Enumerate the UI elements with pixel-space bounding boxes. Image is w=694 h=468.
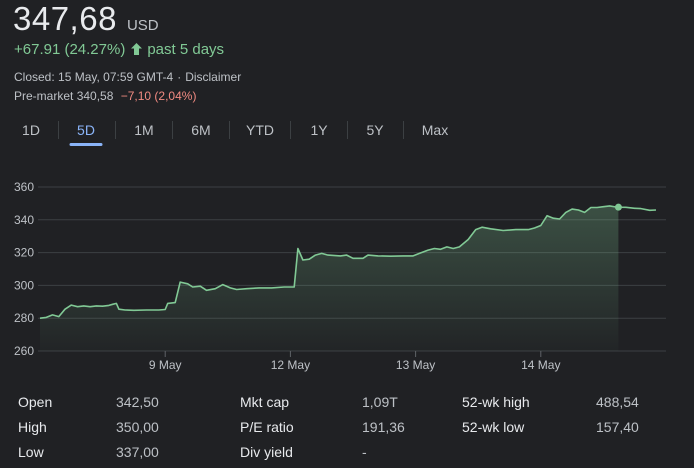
change-value: +67.91 (24.27%): [14, 41, 126, 58]
stat-value-high: 350,00: [116, 419, 159, 435]
tab-divider: [290, 121, 291, 139]
y-tick-label: 320: [14, 246, 34, 260]
tab-5y[interactable]: 5Y: [366, 122, 384, 138]
currency-label: USD: [126, 17, 159, 34]
stat-value-mkt-cap: 1,09T: [362, 394, 398, 410]
arrow-up-icon: [131, 42, 143, 58]
x-axis: 9 May 12 May 13 May 14 May: [149, 351, 560, 372]
premarket-label: Pre-market: [14, 89, 74, 103]
market-status: Closed: 15 May, 07:59 GMT-4 · Disclaimer: [14, 70, 242, 84]
price-chart[interactable]: 360 340 320 300 280 260 9 May 12 May 13 May 14 M…: [0, 170, 694, 380]
stat-value-low: 337,00: [116, 444, 159, 460]
stat-label-52wk-high: 52-wk high: [462, 394, 530, 410]
stat-value-pe-ratio: 191,36: [362, 419, 405, 435]
premarket-change: −7,10 (2,04%): [120, 89, 197, 103]
range-tabs: 1D 5D 1M 6M YTD 1Y 5Y Max: [0, 117, 694, 147]
stat-value-52wk-high: 488,54: [596, 394, 639, 410]
stat-label-low: Low: [18, 444, 44, 460]
tab-6m[interactable]: 6M: [191, 122, 211, 138]
premarket-info: Pre-market 340,58 −7,10 (2,04%): [14, 89, 196, 103]
y-tick-label: 340: [14, 213, 34, 227]
y-tick-label: 300: [14, 278, 34, 292]
stat-label-52wk-low: 52-wk low: [462, 419, 525, 435]
tab-divider: [403, 121, 404, 139]
x-tick-label: 14 May: [521, 358, 560, 372]
x-tick-label: 9 May: [149, 358, 182, 372]
stat-value-open: 342,50: [116, 394, 159, 410]
tab-divider: [347, 121, 348, 139]
change-period: past 5 days: [147, 41, 225, 58]
tab-divider: [172, 121, 173, 139]
tab-max[interactable]: Max: [421, 122, 449, 138]
stat-value-div-yield: -: [362, 444, 367, 460]
stat-label-mkt-cap: Mkt cap: [240, 394, 290, 410]
y-tick-label: 260: [14, 344, 34, 358]
tab-5d[interactable]: 5D: [66, 117, 106, 143]
tab-1m[interactable]: 1M: [134, 122, 154, 138]
tab-divider: [58, 121, 59, 139]
price-area: [40, 205, 619, 351]
tab-divider: [229, 121, 230, 139]
current-price: 347,68: [13, 0, 117, 37]
y-axis: 360 340 320 300 280 260: [14, 180, 34, 358]
closed-time: Closed: 15 May, 07:59 GMT-4: [14, 70, 174, 84]
stat-label-open: Open: [18, 394, 53, 410]
tab-1d[interactable]: 1D: [22, 122, 40, 138]
disclaimer-link[interactable]: Disclaimer: [185, 70, 242, 84]
y-tick-label: 360: [14, 180, 34, 194]
tab-1y[interactable]: 1Y: [310, 122, 328, 138]
x-tick-label: 12 May: [271, 358, 310, 372]
stat-value-52wk-low: 157,40: [596, 419, 639, 435]
premarket-price: 340,58: [76, 89, 114, 103]
stat-label-pe-ratio: P/E ratio: [240, 419, 294, 435]
y-tick-label: 280: [14, 311, 34, 325]
stat-label-div-yield: Div yield: [240, 444, 293, 460]
last-price-marker: [614, 203, 622, 211]
tab-divider: [115, 121, 116, 139]
stat-label-high: High: [18, 419, 47, 435]
price-line: [39, 205, 657, 319]
price-change: +67.91 (24.27%) past 5 days: [14, 41, 224, 58]
tab-ytd[interactable]: YTD: [246, 122, 274, 138]
price-header: 347,68 USD: [13, 0, 159, 38]
x-tick-label: 13 May: [396, 358, 435, 372]
